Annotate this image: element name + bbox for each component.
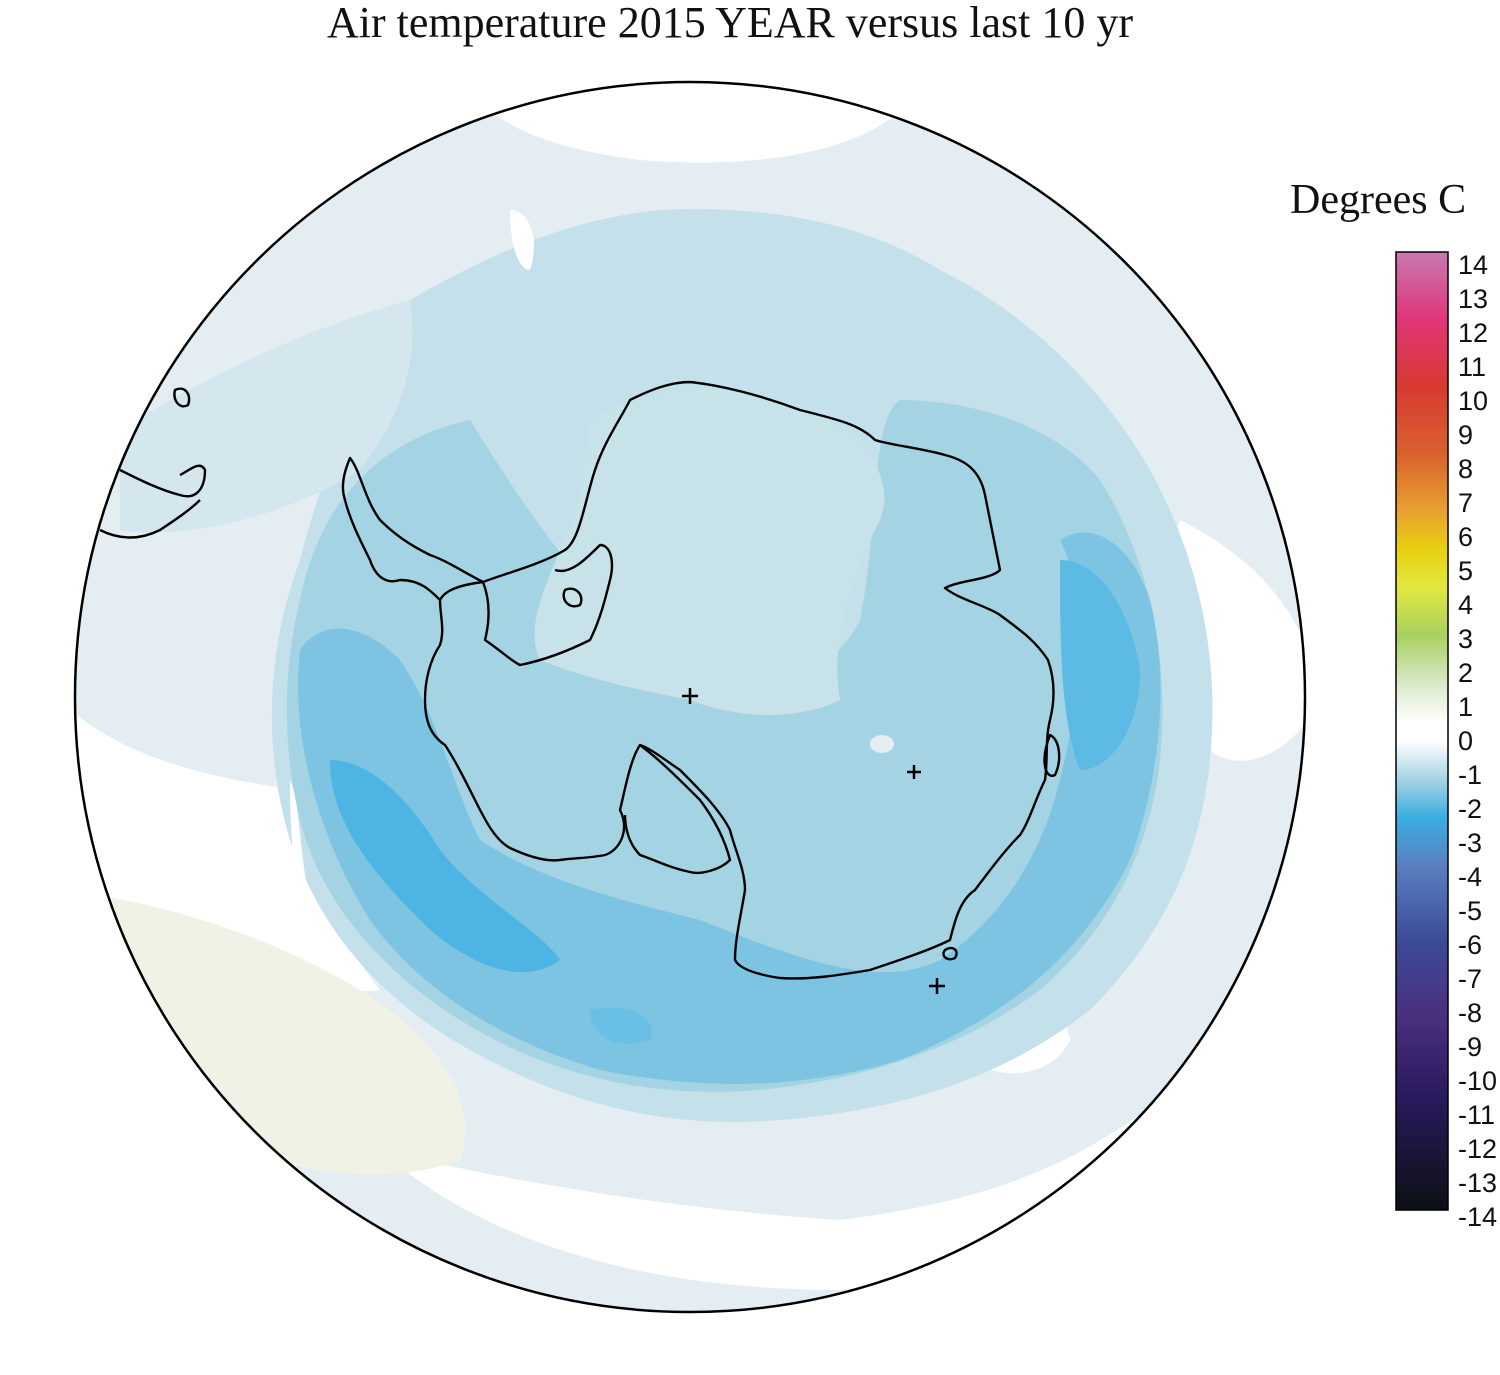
colorbar-tick: -6	[1458, 930, 1482, 960]
colorbar-tick: 13	[1458, 284, 1488, 314]
station-marker	[929, 978, 945, 994]
island-3	[942, 946, 958, 961]
zero-band-south	[380, 1100, 1160, 1290]
map-markers	[682, 688, 945, 994]
zero-patch-west	[290, 780, 310, 902]
colorbar-tick: -11	[1458, 1100, 1495, 1130]
colorbar-tick: -12	[1458, 1134, 1497, 1164]
south-america-tip	[99, 464, 207, 539]
colorbar-tick: -3	[1458, 828, 1482, 858]
colorbar-tick: 1	[1458, 692, 1473, 722]
colorbar-tick: -5	[1458, 896, 1482, 926]
coastline	[99, 380, 1061, 980]
colorbar-tick: 0	[1458, 726, 1473, 756]
map-boundary	[73, 80, 1307, 1314]
colorbar-tick: 10	[1458, 386, 1488, 416]
colorbar-tick: 5	[1458, 556, 1473, 586]
map-title: Air temperature 2015 YEAR versus last 10…	[326, 0, 1134, 47]
colorbar-tick: 9	[1458, 420, 1473, 450]
ice-shelf-ross	[623, 744, 732, 874]
colorbar-tick: -4	[1458, 862, 1482, 892]
anomaly-band-minus1-north	[120, 300, 413, 533]
falklands	[173, 387, 191, 408]
anomaly-core-west	[330, 760, 560, 973]
colorbar-tick: 3	[1458, 624, 1473, 654]
colorbar-tick: -1	[1458, 760, 1482, 790]
zero-band-north	[470, 82, 900, 163]
colorbar-tick: 14	[1458, 250, 1488, 280]
pole-marker	[682, 688, 698, 704]
colorbar-tick: 8	[1458, 454, 1473, 484]
anomaly-core-east	[1060, 560, 1140, 770]
plateau-region	[534, 389, 885, 715]
colorbar-tick: 2	[1458, 658, 1473, 688]
anomaly-core-south	[590, 1007, 652, 1044]
legend-title: Degrees C	[1290, 177, 1467, 223]
colorbar-tick: -10	[1458, 1066, 1497, 1096]
colorbar-tick: -13	[1458, 1168, 1497, 1198]
colorbar-tick: 11	[1458, 352, 1486, 382]
colorbar-tick: -2	[1458, 794, 1482, 824]
colorbar-tick: 4	[1458, 590, 1473, 620]
colorbar-tick: 12	[1458, 318, 1488, 348]
colorbar-tick: 6	[1458, 522, 1473, 552]
island-2	[1043, 733, 1061, 777]
peninsula-coast	[341, 456, 484, 601]
colorbar-tick: -8	[1458, 998, 1482, 1028]
colorbar-tick: -7	[1458, 964, 1482, 994]
antarctica-coastline	[423, 380, 1055, 980]
island-1	[562, 587, 583, 608]
station-marker	[907, 765, 921, 779]
colorbar	[1395, 251, 1449, 1211]
colorbar-tick: -9	[1458, 1032, 1482, 1062]
colorbar-ticks: 14 13 12 11 10 9 8 7 6 5 4 3 2 1 0 -1 -2…	[1458, 250, 1497, 1232]
ice-shelf-ronne	[481, 543, 614, 667]
colorbar-tick: -14	[1458, 1202, 1497, 1232]
zero-patch-northwest	[510, 210, 534, 270]
zero-patch-interior	[870, 735, 894, 753]
colorbar-gradient	[1395, 251, 1449, 1211]
colorbar-tick: 7	[1458, 488, 1473, 518]
